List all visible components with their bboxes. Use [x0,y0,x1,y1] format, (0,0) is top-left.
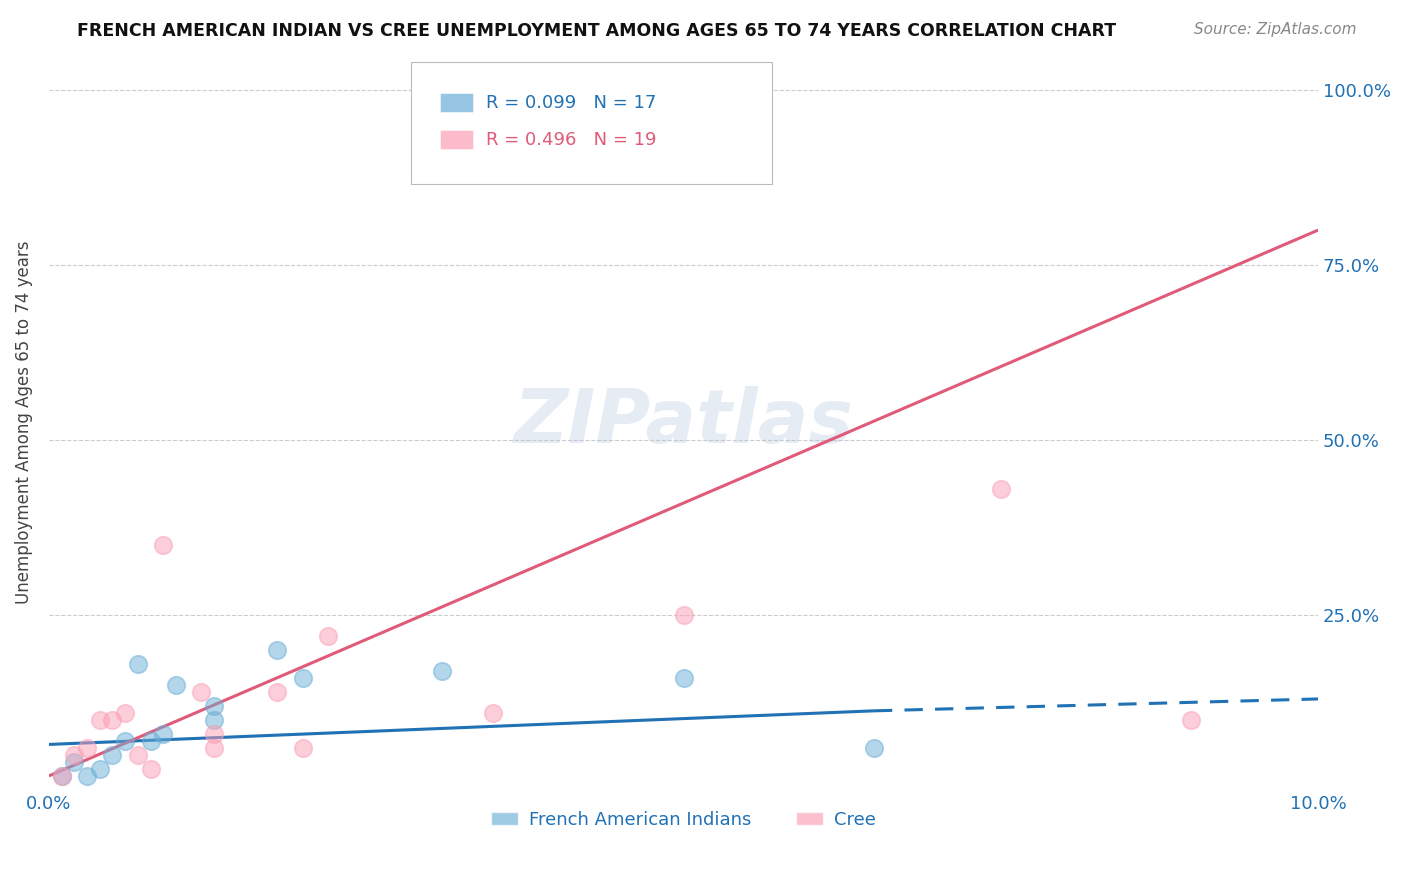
Point [152,727,174,741]
Legend: French American Indians, Cree: French American Indians, Cree [484,804,883,836]
Point [114,734,136,748]
Text: R = 0.496   N = 19: R = 0.496 N = 19 [485,130,657,149]
Point [114,706,136,720]
Point [266,643,288,657]
Point [291,671,314,685]
Text: R = 0.099   N = 17: R = 0.099 N = 17 [485,94,657,112]
Point [316,629,339,643]
Point [89,713,111,727]
Text: FRENCH AMERICAN INDIAN VS CREE UNEMPLOYMENT AMONG AGES 65 TO 74 YEARS CORRELATIO: FRENCH AMERICAN INDIAN VS CREE UNEMPLOYM… [77,22,1116,40]
Point [139,762,162,776]
Point [101,713,124,727]
Point [76,740,98,755]
Point [76,769,98,783]
Point [672,671,695,685]
Point [202,698,225,713]
Point [202,727,225,741]
Point [89,762,111,776]
Point [51,769,73,783]
Point [202,713,225,727]
Point [190,685,212,699]
Point [139,734,162,748]
Point [863,740,886,755]
Point [432,664,454,678]
FancyBboxPatch shape [411,62,772,184]
Point [1180,713,1202,727]
Point [266,685,288,699]
FancyBboxPatch shape [440,130,472,149]
Point [101,747,124,762]
Point [51,769,73,783]
Point [165,678,187,692]
Point [127,657,149,671]
Point [202,740,225,755]
Text: ZIPatlas: ZIPatlas [513,386,853,459]
Point [672,607,695,622]
Point [63,755,86,769]
Point [482,706,505,720]
Point [291,740,314,755]
Y-axis label: Unemployment Among Ages 65 to 74 years: Unemployment Among Ages 65 to 74 years [15,241,32,604]
FancyBboxPatch shape [440,94,472,112]
Text: Source: ZipAtlas.com: Source: ZipAtlas.com [1194,22,1357,37]
Point [152,538,174,552]
Point [127,747,149,762]
Point [990,482,1012,496]
Point [63,747,86,762]
